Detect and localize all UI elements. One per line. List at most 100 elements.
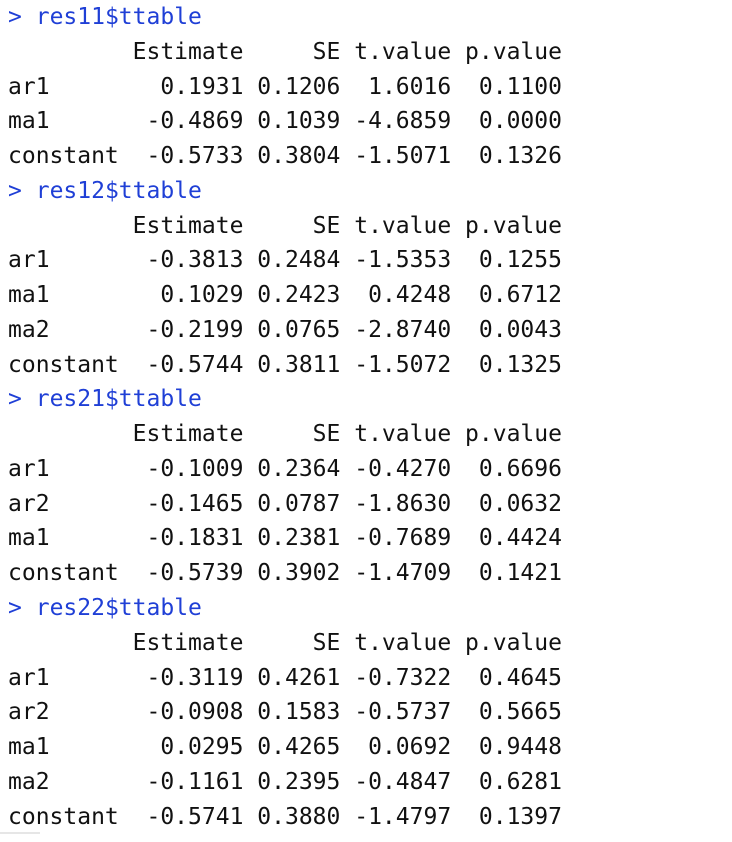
row-label: ar1: [8, 247, 50, 274]
table-row: ar1 -0.1009 0.2364 -0.4270 0.6696: [8, 452, 732, 487]
column-header: p.value: [465, 212, 562, 239]
table-cell: 0.0692: [368, 734, 452, 761]
prompt-symbol: >: [8, 177, 22, 204]
table-cell: -0.5741: [146, 803, 244, 830]
table-cell: 0.1421: [478, 560, 562, 587]
table-cell: 0.2381: [257, 525, 341, 552]
table-cell: -0.3813: [146, 247, 244, 274]
table-cell: 0.1397: [478, 803, 562, 830]
table-cell: -0.1831: [146, 525, 244, 552]
table-row: ma1 -0.4869 0.1039 -4.6859 0.0000: [8, 104, 732, 139]
table-row: constant -0.5739 0.3902 -1.4709 0.1421: [8, 556, 732, 591]
table-cell: 0.0043: [478, 316, 562, 343]
table-header-row: Estimate SE t.value p.value: [8, 626, 732, 661]
table-row: ma2 -0.1161 0.2395 -0.4847 0.6281: [8, 765, 732, 800]
table-cell: 0.4265: [257, 734, 341, 761]
table-cell: -4.6859: [354, 108, 452, 135]
table-cell: -2.8740: [354, 316, 452, 343]
table-row: constant -0.5741 0.3880 -1.4797 0.1397: [8, 800, 732, 835]
table-cell: 0.3902: [257, 560, 341, 587]
column-header: t.value: [354, 421, 452, 448]
column-header: SE: [312, 38, 341, 65]
table-cell: -0.5737: [354, 699, 452, 726]
table-row: ar1 -0.3813 0.2484 -1.5353 0.1255: [8, 243, 732, 278]
table-cell: 0.2484: [257, 247, 341, 274]
command-line: > res22$ttable: [8, 591, 732, 626]
column-header: Estimate: [132, 629, 244, 656]
column-header: Estimate: [132, 212, 244, 239]
horizontal-scrollbar[interactable]: [0, 832, 40, 842]
table-cell: 0.6281: [478, 768, 562, 795]
column-header: Estimate: [132, 421, 244, 448]
table-cell: -0.3119: [146, 664, 244, 691]
row-label: ma1: [8, 108, 50, 135]
table-cell: 0.0632: [478, 490, 562, 517]
table-cell: -1.4797: [354, 803, 452, 830]
table-cell: 1.6016: [368, 73, 452, 100]
row-label: ma2: [8, 316, 50, 343]
table-cell: -0.1465: [146, 490, 244, 517]
table-cell: -1.5353: [354, 247, 452, 274]
table-cell: 0.5665: [478, 699, 562, 726]
table-row: ar2 -0.1465 0.0787 -1.8630 0.0632: [8, 487, 732, 522]
row-label: ma1: [8, 282, 50, 309]
table-cell: -0.5733: [146, 143, 244, 170]
table-cell: -0.4270: [354, 455, 452, 482]
command-text: res22$ttable: [35, 595, 202, 622]
table-cell: -1.4709: [354, 560, 452, 587]
table-cell: -1.5071: [354, 143, 452, 170]
prompt-symbol: >: [8, 4, 22, 30]
table-row: ma1 -0.1831 0.2381 -0.7689 0.4424: [8, 521, 732, 556]
column-header: p.value: [465, 629, 562, 656]
table-cell: 0.0295: [160, 734, 244, 761]
table-header-row: Estimate SE t.value p.value: [8, 417, 732, 452]
row-label: ma2: [8, 768, 50, 795]
table-cell: 0.2423: [257, 282, 341, 309]
table-row: ma1 0.1029 0.2423 0.4248 0.6712: [8, 278, 732, 313]
column-header: t.value: [354, 212, 452, 239]
table-row: constant -0.5744 0.3811 -1.5072 0.1325: [8, 348, 732, 383]
row-label: constant: [8, 143, 119, 170]
table-header-row: Estimate SE t.value p.value: [8, 35, 732, 70]
table-row: ar1 -0.3119 0.4261 -0.7322 0.4645: [8, 661, 732, 696]
row-label: ar1: [8, 455, 50, 482]
r-console-output[interactable]: > res11$ttable Estimate SE t.value p.val…: [8, 0, 732, 834]
column-header: SE: [312, 421, 341, 448]
table-cell: 0.2364: [257, 455, 341, 482]
table-cell: 0.0000: [478, 108, 562, 135]
table-cell: -0.1161: [146, 768, 244, 795]
table-cell: 0.6696: [478, 455, 562, 482]
table-cell: -0.0908: [146, 699, 244, 726]
table-cell: 0.1255: [478, 247, 562, 274]
row-label: ar1: [8, 664, 50, 691]
table-cell: 0.3880: [257, 803, 341, 830]
column-header: p.value: [465, 421, 562, 448]
prompt-symbol: >: [8, 386, 22, 413]
command-line: > res21$ttable: [8, 382, 732, 417]
table-cell: 0.1029: [160, 282, 244, 309]
row-label: ar2: [8, 699, 50, 726]
table-cell: 0.1039: [257, 108, 341, 135]
table-cell: 0.1100: [478, 73, 562, 100]
column-header: t.value: [354, 629, 452, 656]
table-cell: -0.4847: [354, 768, 452, 795]
table-cell: -1.8630: [354, 490, 452, 517]
command-text: res11$ttable: [35, 4, 202, 30]
row-label: constant: [8, 560, 119, 587]
table-cell: -0.2199: [146, 316, 244, 343]
table-cell: 0.0787: [257, 490, 341, 517]
table-row: ar1 0.1931 0.1206 1.6016 0.1100: [8, 70, 732, 105]
table-row: ma2 -0.2199 0.0765 -2.8740 0.0043: [8, 313, 732, 348]
command-text: res12$ttable: [35, 177, 202, 204]
row-label: constant: [8, 351, 119, 378]
prompt-symbol: >: [8, 595, 22, 622]
row-label: ar2: [8, 490, 50, 517]
row-label: ma1: [8, 525, 50, 552]
table-cell: 0.4424: [478, 525, 562, 552]
table-cell: 0.2395: [257, 768, 341, 795]
command-line: > res12$ttable: [8, 174, 732, 209]
table-cell: 0.9448: [478, 734, 562, 761]
table-cell: -0.7689: [354, 525, 452, 552]
table-cell: -0.4869: [146, 108, 244, 135]
table-cell: 0.1583: [257, 699, 341, 726]
